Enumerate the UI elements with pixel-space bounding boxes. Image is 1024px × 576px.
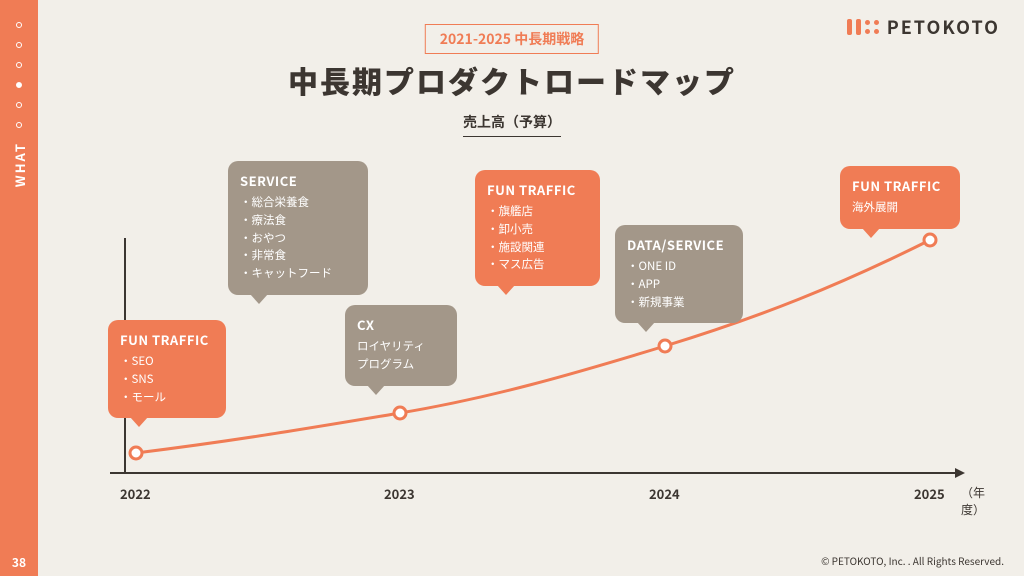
callout-item: ・キャットフード xyxy=(240,265,356,283)
roadmap-callout: FUN TRAFFIC ・SEO・SNS・モール xyxy=(108,320,226,418)
curve-marker xyxy=(130,447,142,459)
page-subtitle: 売上高（予算） xyxy=(463,112,561,137)
callout-item: ・療法食 xyxy=(240,212,356,230)
callout-title: FUN TRAFFIC xyxy=(120,330,214,349)
x-axis-unit: （年度） xyxy=(961,484,985,518)
brand-logo-text: PETOKOTO xyxy=(887,14,1000,40)
callout-item: ・おやつ xyxy=(240,230,356,248)
page-title: 中長期プロダクトロードマップ xyxy=(288,58,736,102)
curve-marker xyxy=(394,407,406,419)
logo-dots-icon xyxy=(865,20,879,34)
callout-title: FUN TRAFFIC xyxy=(487,180,588,199)
slide: WHAT 38 PETOKOTO 2021-2025 中長期戦略 中長期プロダク… xyxy=(0,0,1024,576)
callout-item: ・旗艦店 xyxy=(487,203,588,221)
roadmap-callout: SERVICE ・総合栄養食・療法食・おやつ・非常食・キャットフード xyxy=(228,161,368,295)
callout-item: ・ONE ID xyxy=(627,258,731,276)
callout-title: FUN TRAFFIC xyxy=(852,176,948,195)
x-axis-label: 2022 xyxy=(120,484,151,503)
sidebar-dot xyxy=(16,62,22,68)
sidebar: WHAT 38 xyxy=(0,0,38,576)
sidebar-dot xyxy=(16,82,22,88)
roadmap-callout: FUN TRAFFIC 海外展開 xyxy=(840,166,960,229)
callout-item: プログラム xyxy=(357,356,445,374)
roadmap-chart: （年度） 2022202320242025FUN TRAFFIC・SEO・SNS… xyxy=(100,150,970,520)
copyright-footer: © PETOKOTO, Inc. . All Rights Reserved. xyxy=(821,553,1004,568)
x-axis-label: 2025 xyxy=(914,484,945,503)
sidebar-dot xyxy=(16,22,22,28)
callout-title: CX xyxy=(357,315,445,334)
callout-item: ・新規事業 xyxy=(627,294,731,312)
sidebar-page-number: 38 xyxy=(0,548,38,576)
brand-logo: PETOKOTO xyxy=(847,14,1000,40)
callout-item: ・卸小売 xyxy=(487,221,588,239)
roadmap-callout: CX ロイヤリティプログラム xyxy=(345,305,457,386)
callout-title: SERVICE xyxy=(240,171,356,190)
sidebar-dots xyxy=(16,22,22,128)
roadmap-callout: DATA/SERVICE ・ONE ID・APP・新規事業 xyxy=(615,225,743,323)
callout-title: DATA/SERVICE xyxy=(627,235,731,254)
curve-marker xyxy=(659,340,671,352)
curve-marker xyxy=(924,234,936,246)
logo-bar-icon xyxy=(847,19,852,35)
sidebar-section-label: WHAT xyxy=(10,142,29,187)
brand-logo-mark xyxy=(847,19,879,35)
logo-bar-icon xyxy=(856,19,861,35)
callout-item: ・SNS xyxy=(120,371,214,389)
callout-item: ロイヤリティ xyxy=(357,338,445,356)
callout-item: ・施設関連 xyxy=(487,239,588,257)
sidebar-dot xyxy=(16,102,22,108)
roadmap-callout: FUN TRAFFIC ・旗艦店・卸小売・施設関連・マス広告 xyxy=(475,170,600,286)
callout-item: ・総合栄養食 xyxy=(240,194,356,212)
callout-item: ・SEO xyxy=(120,353,214,371)
callout-item: 海外展開 xyxy=(852,199,948,217)
x-axis-label: 2024 xyxy=(649,484,680,503)
callout-item: ・マス広告 xyxy=(487,256,588,274)
callout-item: ・モール xyxy=(120,389,214,407)
callout-item: ・APP xyxy=(627,276,731,294)
x-axis-label: 2023 xyxy=(384,484,415,503)
sidebar-dot xyxy=(16,42,22,48)
callout-item: ・非常食 xyxy=(240,247,356,265)
sidebar-dot xyxy=(16,122,22,128)
strategy-badge: 2021-2025 中長期戦略 xyxy=(425,24,599,54)
